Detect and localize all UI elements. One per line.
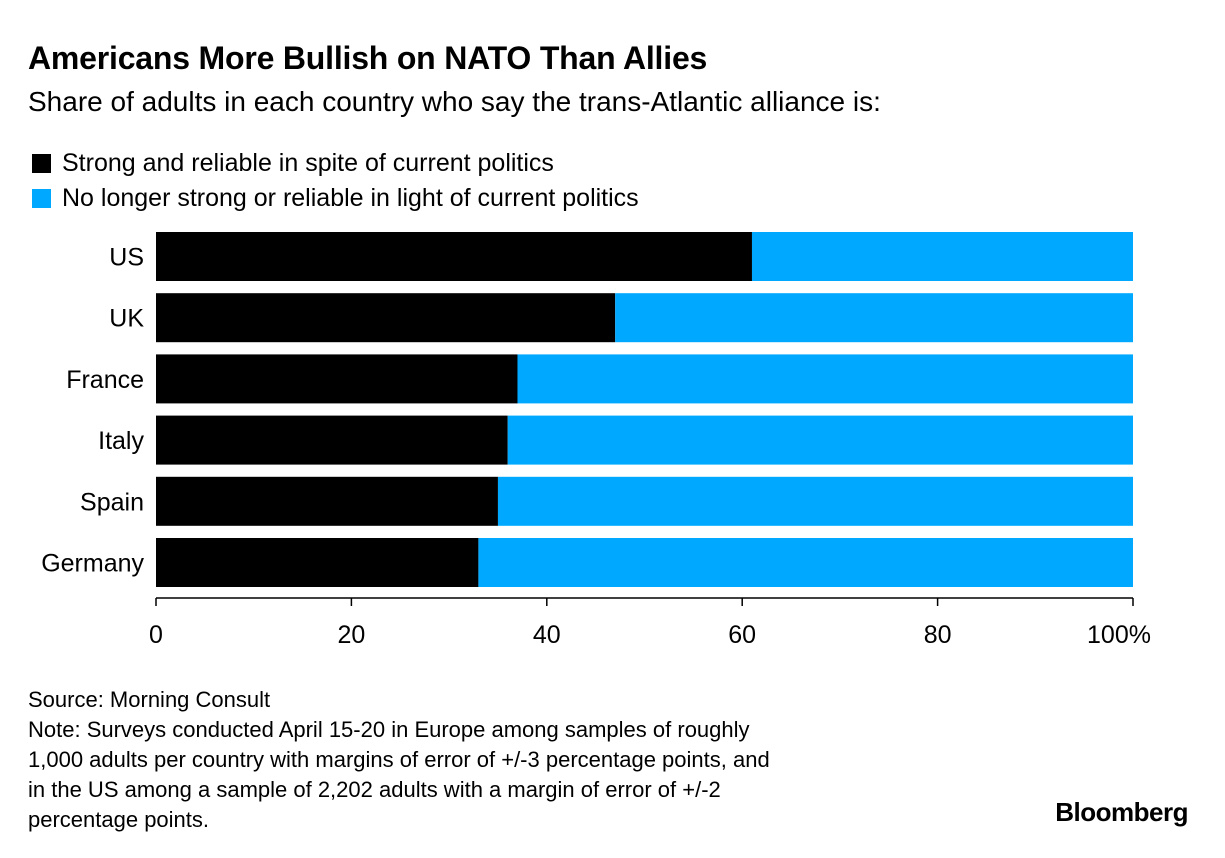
legend-item-strong: Strong and reliable in spite of current … xyxy=(32,146,639,181)
legend-swatch-not-strong xyxy=(32,189,51,208)
bar-strong xyxy=(156,354,518,404)
note-line: in the US among a sample of 2,202 adults… xyxy=(28,777,721,802)
footer: Source: Morning Consult Note: Surveys co… xyxy=(28,685,770,835)
x-tick-label: 20 xyxy=(337,621,365,649)
legend: Strong and reliable in spite of current … xyxy=(32,146,639,216)
bloomberg-logo: Bloomberg xyxy=(1055,797,1188,827)
chart-subtitle: Share of adults in each country who say … xyxy=(28,86,881,117)
source-text: Source: Morning Consult xyxy=(28,687,271,712)
bar-not-strong xyxy=(507,415,1134,465)
bar-not-strong xyxy=(517,354,1133,404)
x-tick-label: 0 xyxy=(149,621,163,649)
bar-strong xyxy=(156,538,479,587)
category-label: Italy xyxy=(98,427,144,455)
legend-label-strong: Strong and reliable in spite of current … xyxy=(62,149,554,177)
category-label: US xyxy=(109,244,144,272)
bar-chart: US UK France Italy Spain Germany 0 20 40 60 80 100% xyxy=(41,232,1151,649)
bar-not-strong xyxy=(751,232,1133,281)
bar-strong xyxy=(156,476,498,526)
x-tick-label: 40 xyxy=(533,621,561,649)
bar-strong xyxy=(156,293,616,343)
bar-not-strong xyxy=(615,293,1133,343)
x-tick-label: 60 xyxy=(728,621,756,649)
legend-label-not-strong: No longer strong or reliable in light of… xyxy=(62,184,639,212)
x-tick-label: 80 xyxy=(924,621,952,649)
category-label: France xyxy=(66,366,144,394)
bar-not-strong xyxy=(497,476,1133,526)
note-line: Note: Surveys conducted April 15-20 in E… xyxy=(28,717,750,742)
category-label: UK xyxy=(109,305,144,333)
legend-item-not-strong: No longer strong or reliable in light of… xyxy=(32,181,639,216)
legend-swatch-strong xyxy=(32,154,51,173)
note-line: percentage points. xyxy=(28,807,210,832)
category-label: Spain xyxy=(80,488,144,516)
note-line: 1,000 adults per country with margins of… xyxy=(28,747,770,772)
bar-strong xyxy=(156,415,508,465)
x-tick-label: 100% xyxy=(1087,621,1151,649)
bar-strong xyxy=(156,232,752,281)
chart-title: Americans More Bullish on NATO Than Alli… xyxy=(28,40,708,76)
bar-not-strong xyxy=(478,538,1133,587)
category-label: Germany xyxy=(41,550,144,578)
